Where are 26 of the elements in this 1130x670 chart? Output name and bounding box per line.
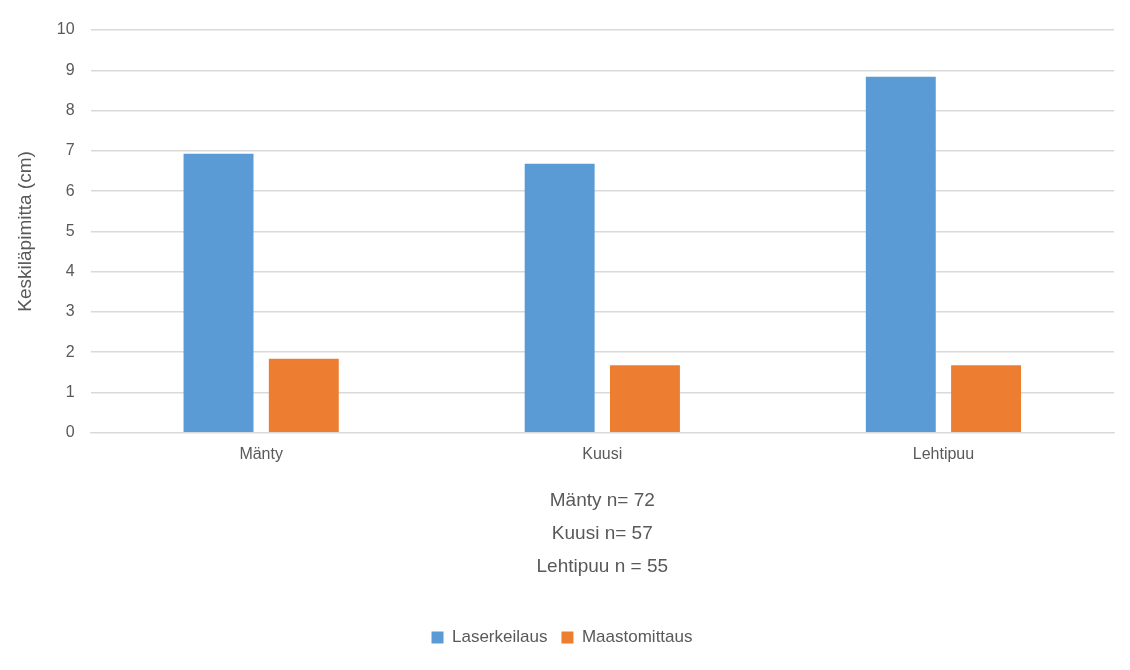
y-tick-label: 2 xyxy=(65,342,75,360)
y-axis-title: Keskiläpimitta (cm) xyxy=(13,151,35,312)
y-tick-label: 0 xyxy=(65,423,75,441)
x-tick-label: Kuusi xyxy=(582,444,623,462)
y-tick-label: 1 xyxy=(65,382,75,400)
y-tick-label: 7 xyxy=(65,141,75,159)
legend-label: Maastomittaus xyxy=(581,627,693,647)
y-tick-label: 4 xyxy=(65,262,75,280)
legend-label: Laserkeilaus xyxy=(452,627,548,647)
y-tick-label: 10 xyxy=(56,20,75,38)
text: Mänty n= 72 xyxy=(549,489,655,511)
y-tick-label: 8 xyxy=(65,100,75,118)
y-tick-label: 6 xyxy=(65,181,75,199)
text: Kuusi n= 57 xyxy=(551,522,653,544)
y-tick-label: 3 xyxy=(65,302,75,320)
y-tick-label: 5 xyxy=(65,221,75,239)
x-tick-label: Mänty xyxy=(239,444,283,462)
bar xyxy=(609,365,680,433)
x-tick-label: Lehtipuu xyxy=(912,444,975,462)
bar xyxy=(951,365,1022,433)
bar xyxy=(268,358,339,433)
bar xyxy=(865,76,936,433)
bar xyxy=(524,163,595,433)
bar xyxy=(183,153,254,433)
y-tick-label: 9 xyxy=(65,60,75,78)
text: Lehtipuu n = 55 xyxy=(536,555,669,577)
